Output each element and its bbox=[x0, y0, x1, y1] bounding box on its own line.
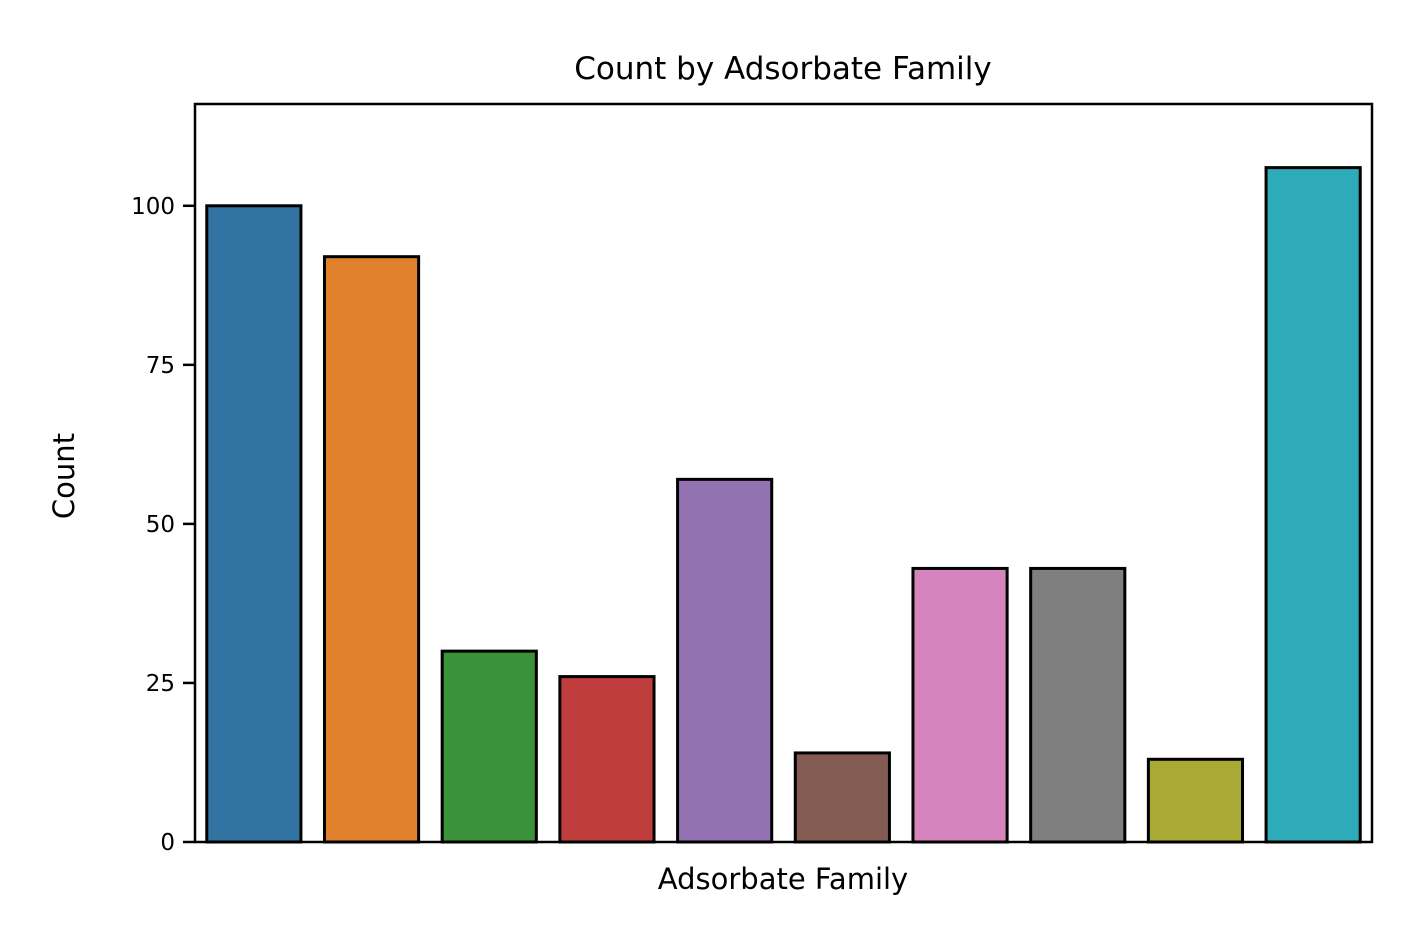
bar-2 bbox=[324, 257, 418, 842]
bar-7 bbox=[913, 568, 1007, 842]
bar-8 bbox=[1031, 568, 1125, 842]
y-tick-label: 100 bbox=[131, 194, 175, 220]
y-axis-label: Count bbox=[47, 433, 81, 519]
chart-title: Count by Adsorbate Family bbox=[574, 51, 992, 87]
bar-9 bbox=[1148, 759, 1242, 842]
bar-1 bbox=[207, 206, 301, 842]
bar-5 bbox=[678, 479, 772, 842]
x-axis-label: Adsorbate Family bbox=[658, 862, 908, 896]
y-tick-label: 50 bbox=[146, 512, 175, 538]
bar-4 bbox=[560, 677, 654, 842]
bar-3 bbox=[442, 651, 536, 842]
plot-area bbox=[207, 168, 1360, 842]
y-axis: 0 25 50 75 100 bbox=[131, 194, 195, 856]
bar-6 bbox=[795, 753, 889, 842]
y-tick-label: 25 bbox=[146, 671, 175, 697]
y-tick-label: 75 bbox=[146, 353, 175, 379]
y-tick-label: 0 bbox=[160, 830, 175, 856]
bar-10 bbox=[1266, 168, 1360, 842]
